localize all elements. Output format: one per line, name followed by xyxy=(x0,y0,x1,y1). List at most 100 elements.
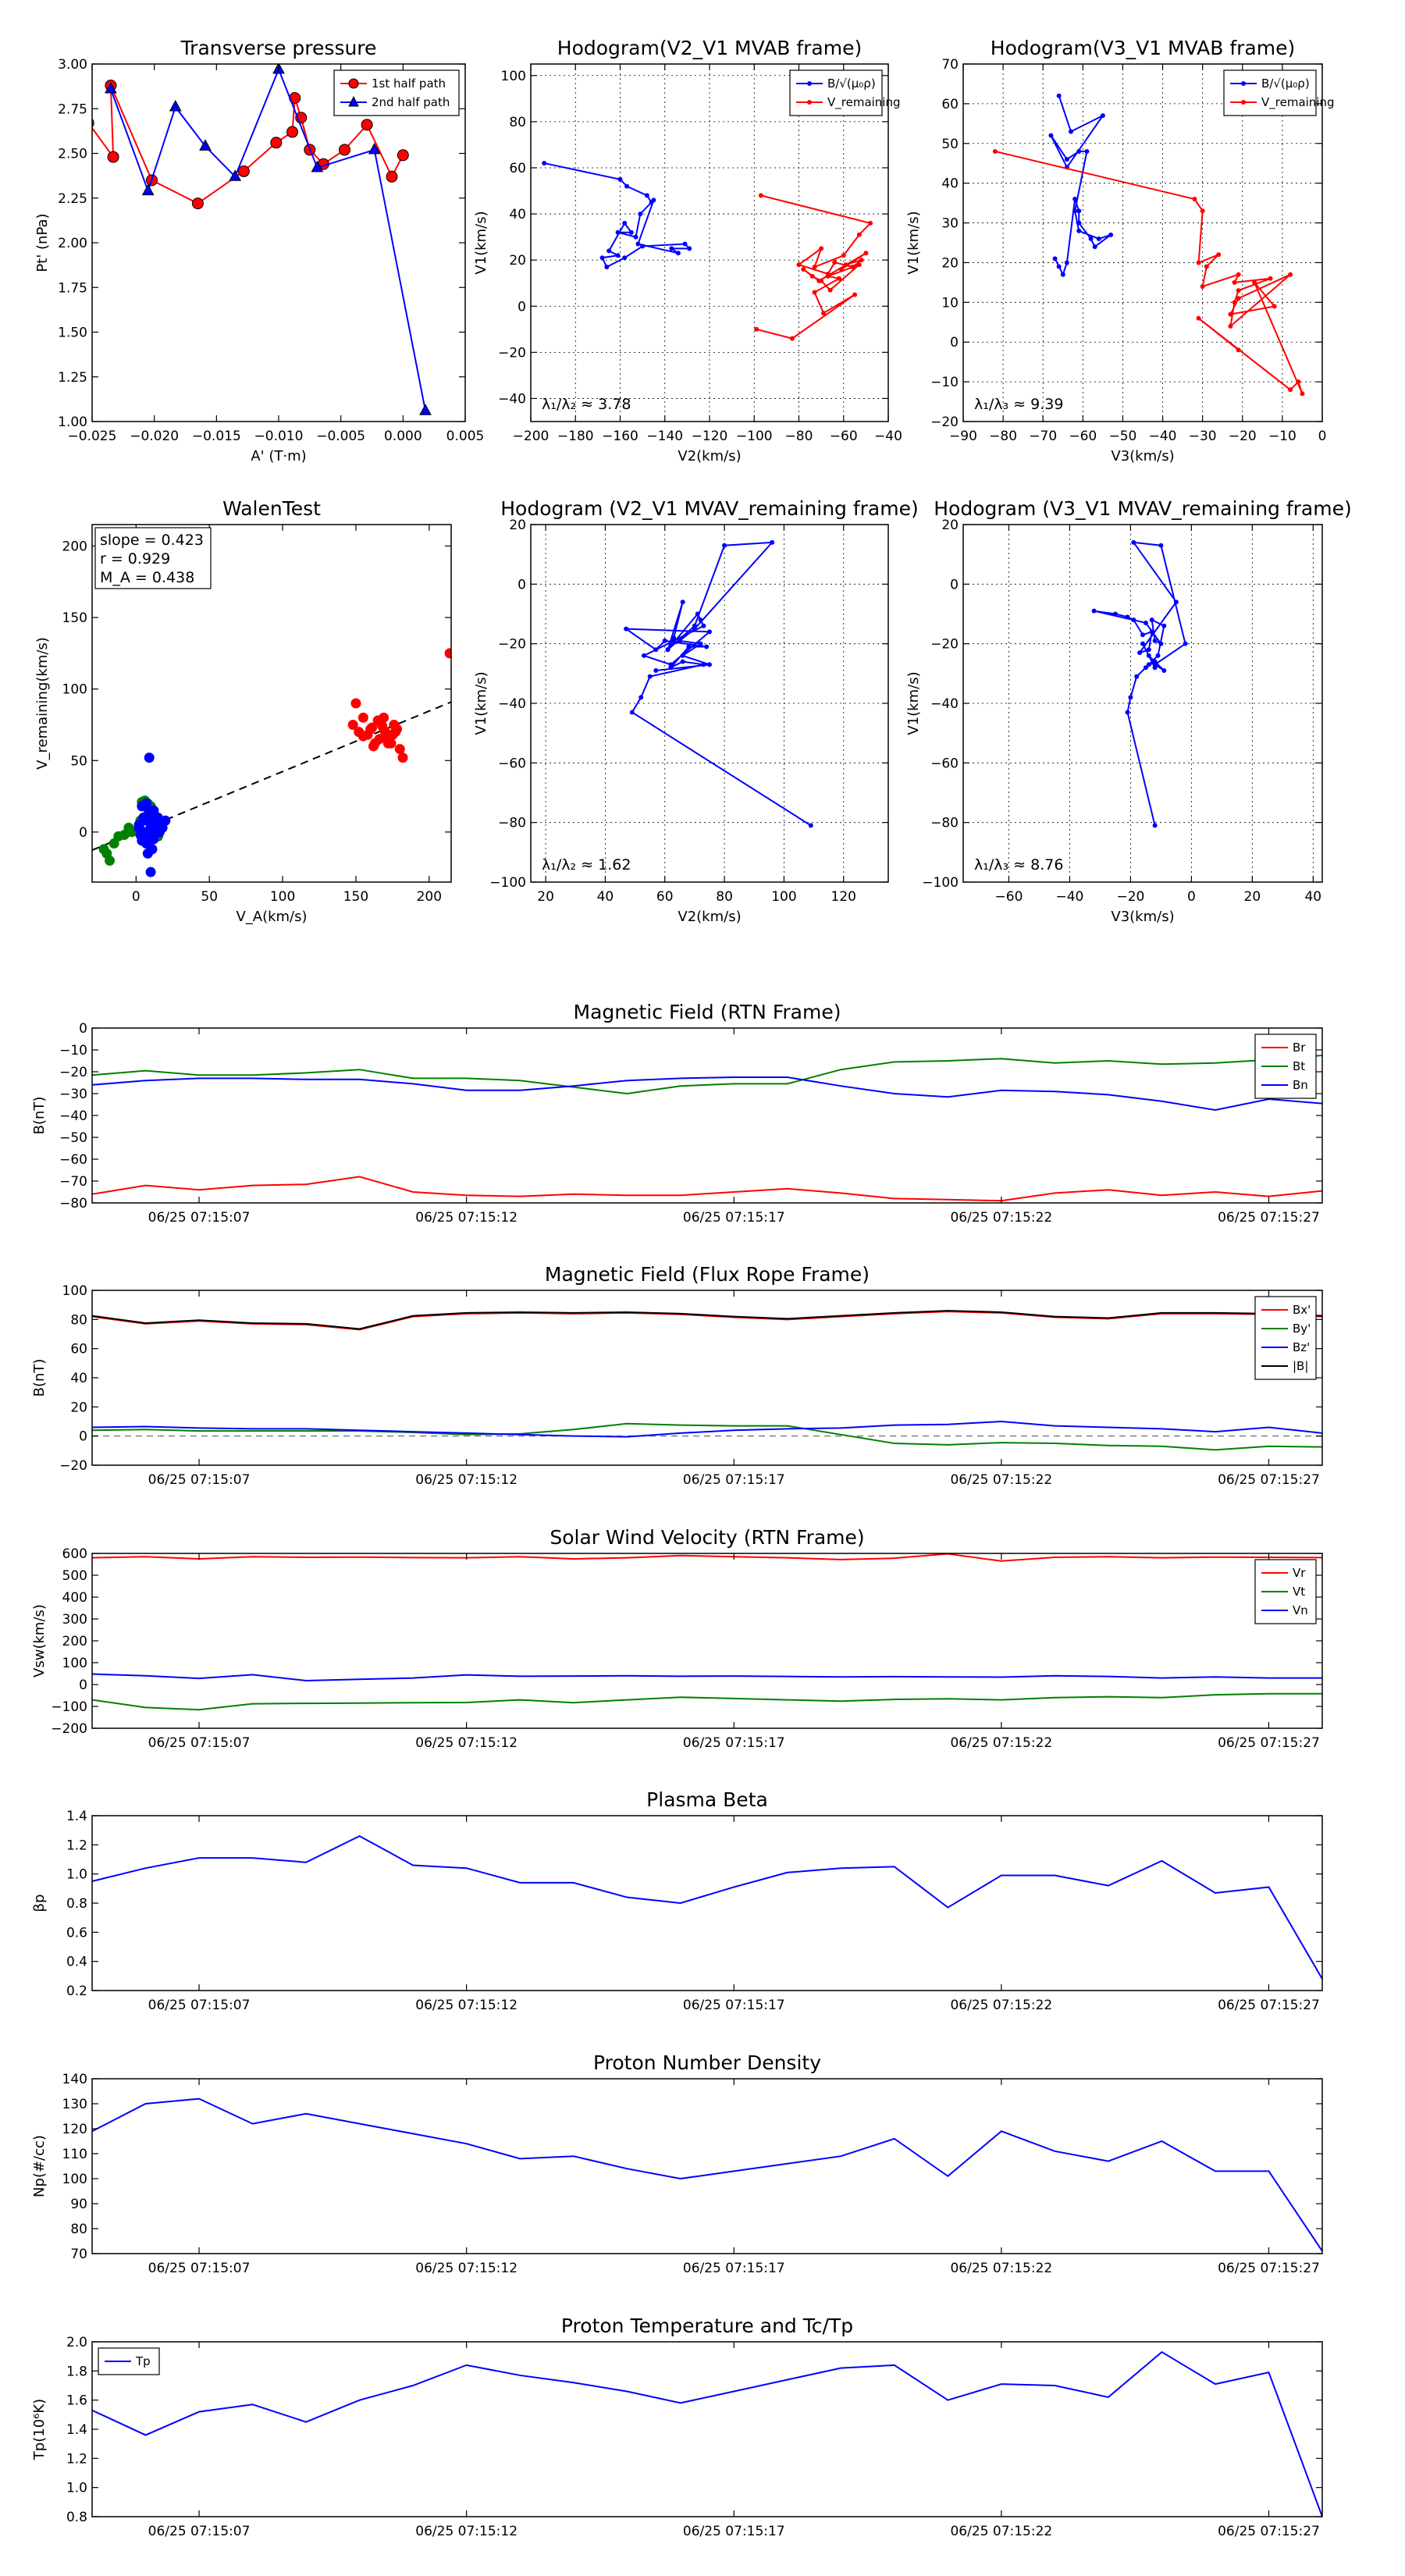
data-point xyxy=(615,229,621,235)
data-point xyxy=(1072,208,1078,214)
data-point xyxy=(1200,283,1205,289)
y-tick-label: 1.8 xyxy=(66,2364,87,2379)
legend-label: |B| xyxy=(1293,1359,1308,1373)
data-point xyxy=(1084,148,1090,154)
legend-marker xyxy=(807,100,812,105)
data-point xyxy=(1149,629,1154,635)
data-point xyxy=(229,169,242,181)
data-point xyxy=(856,232,862,237)
data-point xyxy=(624,183,630,189)
data-point xyxy=(1236,347,1241,353)
data-point xyxy=(1288,272,1293,277)
data-point xyxy=(1204,264,1209,269)
x-tick-label: 0.000 xyxy=(384,429,422,444)
data-point xyxy=(819,278,824,283)
data-point xyxy=(1268,276,1273,281)
y-tick-label: 100 xyxy=(62,1656,87,1671)
chart-title: Transverse pressure xyxy=(180,37,377,59)
y-tick-label: −30 xyxy=(59,1087,87,1102)
data-point xyxy=(1076,220,1082,226)
series-line-bt xyxy=(92,1055,1322,1095)
data-point xyxy=(157,822,168,833)
y-axis-label: Tp(10⁶K) xyxy=(31,2399,48,2460)
legend-marker xyxy=(807,81,812,86)
y-tick-label: −100 xyxy=(489,875,526,891)
x-tick-label: 50 xyxy=(201,889,218,905)
x-tick-label: 0.005 xyxy=(446,429,485,444)
x-tick-label: 40 xyxy=(597,889,614,905)
x-tick-label: 06/25 07:15:17 xyxy=(683,1472,785,1488)
x-tick-label: −60 xyxy=(995,889,1023,905)
data-point xyxy=(369,738,380,749)
data-point xyxy=(698,641,703,646)
y-tick-label: 0 xyxy=(79,825,87,841)
y-tick-label: 200 xyxy=(62,1634,87,1649)
data-layer xyxy=(92,1553,1322,1711)
y-tick-label: 150 xyxy=(62,610,87,626)
y-tick-label: 1.4 xyxy=(66,2422,87,2438)
y-tick-label: 3.00 xyxy=(58,57,87,73)
legend-label: Bn xyxy=(1293,1078,1308,1092)
data-point xyxy=(863,251,869,256)
y-axis-label: V1(km/s) xyxy=(473,671,489,735)
y-tick-label: 0.6 xyxy=(66,1925,87,1941)
x-tick-label: −70 xyxy=(1029,429,1057,444)
data-point xyxy=(1056,264,1062,269)
x-tick-label: −60 xyxy=(830,429,858,444)
chart-title: Plasma Beta xyxy=(646,1788,768,1811)
legend-label: Tp xyxy=(135,2354,151,2368)
chart-panel-4: 0 50 100 150 200 0 50 100 150 200 WalenTest V_A(km/… xyxy=(34,497,452,925)
data-point xyxy=(397,149,409,162)
data-point xyxy=(837,276,842,281)
data-point xyxy=(606,248,612,254)
series-line-tp xyxy=(92,2350,1322,2517)
series-line-bz- xyxy=(92,1420,1322,1438)
x-tick-label: 06/25 07:15:12 xyxy=(415,1210,518,1226)
plot-area xyxy=(92,2342,1322,2517)
data-point xyxy=(386,738,397,749)
y-axis-label: Pt' (nPa) xyxy=(34,213,51,272)
plot-area xyxy=(92,1028,1322,1203)
data-point xyxy=(770,539,775,545)
data-point xyxy=(169,99,182,112)
data-layer xyxy=(623,539,813,828)
data-point xyxy=(1072,197,1078,202)
x-tick-label: 06/25 07:15:22 xyxy=(950,2524,1052,2539)
x-tick-label: 40 xyxy=(1304,889,1321,905)
x-tick-label: 06/25 07:15:12 xyxy=(415,1998,518,2013)
y-tick-label: 70 xyxy=(70,2247,87,2262)
data-point xyxy=(754,326,759,332)
data-point xyxy=(651,197,656,203)
data-point xyxy=(647,674,653,679)
stats-line: slope = 0.423 xyxy=(100,532,204,549)
data-point xyxy=(1152,638,1158,643)
x-tick-label: −40 xyxy=(874,429,902,444)
data-point xyxy=(237,165,250,177)
x-axis-label: A' (T·m) xyxy=(251,448,306,464)
data-point xyxy=(1146,662,1151,667)
y-tick-label: −40 xyxy=(930,696,959,712)
legend-label: Vt xyxy=(1293,1585,1305,1599)
series-line-np xyxy=(92,2097,1322,2252)
data-point xyxy=(599,255,605,261)
data-point xyxy=(1069,129,1073,134)
y-tick-label: 0 xyxy=(79,1021,87,1037)
data-point xyxy=(687,246,692,251)
data-point xyxy=(1228,311,1233,317)
chart-panel-3: −90 −80 −70 −60 −50 −40 −30 −20 −10 0 −20 −10 0 10 20 3… xyxy=(905,37,1335,464)
data-point xyxy=(1146,653,1151,658)
data-point xyxy=(361,119,373,131)
data-point xyxy=(1155,653,1161,658)
data-point xyxy=(789,336,795,341)
data-point xyxy=(682,241,688,247)
data-point xyxy=(820,311,826,316)
y-tick-label: 50 xyxy=(70,753,87,769)
y-axis-label: Vsw(km/s) xyxy=(31,1604,48,1678)
data-point xyxy=(397,753,408,763)
y-tick-label: 2.50 xyxy=(58,147,87,162)
y-tick-label: 100 xyxy=(62,1283,87,1299)
data-point xyxy=(838,266,844,272)
data-point xyxy=(1140,641,1145,646)
y-tick-label: −80 xyxy=(498,816,526,831)
data-point xyxy=(357,712,368,723)
